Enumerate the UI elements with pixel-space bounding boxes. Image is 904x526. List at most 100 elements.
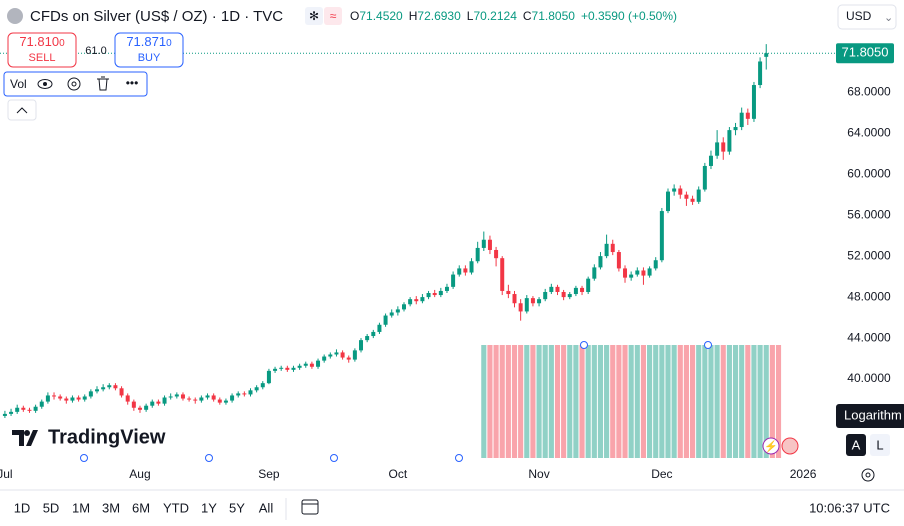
candle-body <box>708 155 713 166</box>
candle-body <box>285 367 290 370</box>
candle-body <box>45 395 50 402</box>
clock[interactable]: 10:06:37 UTC <box>809 500 890 515</box>
range-button[interactable]: 6M <box>132 500 150 515</box>
volume-bar <box>481 345 487 458</box>
volume-bar <box>751 345 757 458</box>
volume-bar <box>542 345 548 458</box>
candle-body <box>432 293 437 296</box>
candle-body <box>223 400 228 403</box>
range-button[interactable]: 3M <box>102 500 120 515</box>
sell-button[interactable] <box>7 32 77 68</box>
ohlc-key: L <box>467 9 474 23</box>
range-button[interactable]: 1M <box>72 500 90 515</box>
marker-dot[interactable] <box>80 454 88 462</box>
candle-body <box>573 287 578 295</box>
ohlc-key: H <box>409 9 418 23</box>
volume-bar <box>622 345 628 458</box>
candle-body <box>70 397 75 401</box>
range-button[interactable]: 1Y <box>201 500 217 515</box>
range-button[interactable]: 5D <box>43 500 60 515</box>
candle-body <box>180 394 185 399</box>
candle-body <box>647 268 652 276</box>
y-tick-label: 60.0000 <box>847 166 891 180</box>
log-scale-button[interactable] <box>870 434 890 456</box>
event-icon[interactable] <box>762 437 780 455</box>
currency: USD <box>846 9 872 23</box>
candle-body <box>352 350 357 360</box>
y-tick-label: 44.0000 <box>847 330 891 344</box>
volume-bar <box>665 345 671 458</box>
candle-body <box>334 352 339 355</box>
sell-price-main: 71.810 <box>19 34 59 49</box>
icon-button[interactable] <box>324 7 342 25</box>
candle-body <box>383 315 388 325</box>
candle-body <box>641 270 646 276</box>
ohlc-change: +0.3590 (+0.50%) <box>581 9 677 23</box>
candle-body <box>530 298 535 304</box>
buy-button[interactable] <box>114 32 184 68</box>
candle-body <box>561 291 566 298</box>
ohlc-value: 71.8050 <box>532 9 576 23</box>
volume-bar <box>769 345 775 458</box>
marker-dot[interactable] <box>580 341 588 349</box>
volume-bar <box>610 345 616 458</box>
candle-body <box>678 188 683 195</box>
symbol-title[interactable]: CFDs on Silver (US$ / OZ) · 1D · TVC <box>30 8 283 25</box>
collapse-button[interactable] <box>7 99 37 121</box>
candle-body <box>469 261 474 273</box>
marker-dot[interactable] <box>205 454 213 462</box>
icon-button[interactable] <box>305 7 323 25</box>
buy-label: BUY <box>138 52 161 64</box>
candle-body <box>475 247 480 262</box>
candle-body <box>2 413 7 416</box>
volume-bar <box>524 345 530 458</box>
volume-bar <box>677 345 683 458</box>
candle-body <box>328 354 333 357</box>
flag-icon[interactable] <box>781 437 799 455</box>
volume-bar <box>536 345 542 458</box>
marker-dot[interactable] <box>455 454 463 462</box>
dropdown-arrow: ⌄ <box>884 12 893 24</box>
range-button[interactable]: YTD <box>163 500 189 515</box>
y-tick-label: 64.0000 <box>847 125 891 139</box>
range-button[interactable]: 1D <box>14 500 31 515</box>
candle-body <box>174 394 179 397</box>
currency-select[interactable] <box>837 4 897 30</box>
delete-icon[interactable] <box>97 76 109 91</box>
range-button[interactable]: All <box>259 500 274 515</box>
marker-dot[interactable] <box>330 454 338 462</box>
candle-body <box>500 258 505 291</box>
volume-bar <box>739 345 745 458</box>
range-button[interactable]: 5Y <box>229 500 245 515</box>
candle-body <box>758 61 763 86</box>
volume-bar <box>597 345 604 458</box>
calendar-icon[interactable] <box>301 499 319 515</box>
candle-body <box>444 286 449 291</box>
candle-body <box>297 365 302 368</box>
marker-dot[interactable] <box>704 341 712 349</box>
candle-body <box>635 270 640 275</box>
scale-tooltip-text: Logarithm <box>844 407 902 422</box>
volume-bar <box>671 345 677 458</box>
axis-settings-icon[interactable] <box>861 468 875 482</box>
candle-body <box>254 387 259 391</box>
candle-body <box>426 293 431 298</box>
volume-bar <box>567 345 573 458</box>
settings-icon[interactable] <box>67 77 81 91</box>
ohlc-value: 71.4520 <box>359 9 403 23</box>
eye-icon[interactable] <box>37 79 53 89</box>
candle-body <box>144 405 149 410</box>
y-tick-label: 68.0000 <box>847 84 891 98</box>
logo-text[interactable]: TradingView <box>48 426 166 448</box>
candle-body <box>205 395 210 398</box>
more-icon[interactable]: ••• <box>126 76 139 90</box>
sell-label: SELL <box>29 52 56 64</box>
volume-bar <box>518 345 524 458</box>
auto-scale-button[interactable] <box>846 434 866 456</box>
candle-body <box>150 401 155 406</box>
candle-body <box>76 397 81 400</box>
volume-bar <box>696 345 702 458</box>
volume-bar <box>745 345 751 458</box>
candle-body <box>414 299 419 302</box>
